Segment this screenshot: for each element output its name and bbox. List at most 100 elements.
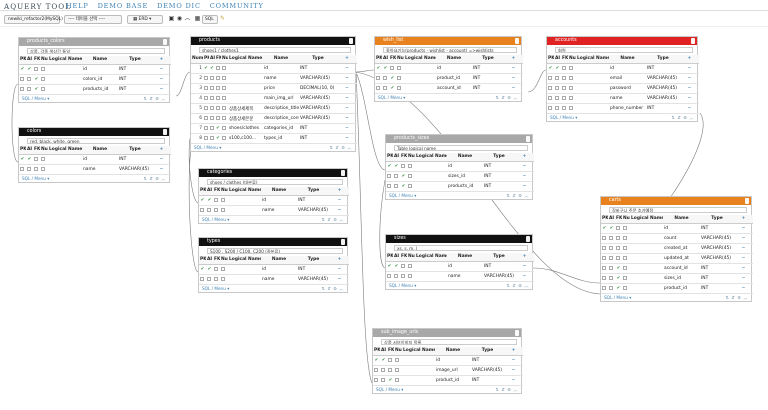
null-checkbox[interactable] [569,85,573,90]
remove-column-icon[interactable]: − [680,83,699,94]
null-checkbox[interactable] [569,65,573,70]
ai-checkbox[interactable] [609,245,613,250]
table-header[interactable]: products_colors [19,38,169,46]
table-categories[interactable]: categories shoes / clothes (대분류) PK AI F… [198,168,349,224]
logical-name-cell[interactable] [228,274,261,285]
column-name-cell[interactable]: product_id [435,375,471,386]
pk-checkbox[interactable] [204,95,208,100]
logical-name-cell[interactable] [228,83,263,94]
ai-checkbox[interactable] [555,75,559,80]
table-header[interactable]: categories [199,169,347,177]
row-tools-icons[interactable]: ⇅ ⇵ ⚙ ︿ [329,145,352,150]
remove-column-icon[interactable]: − [504,63,523,74]
table-header[interactable]: colors [19,128,169,136]
table-row[interactable]: ✔ account_id INT − [375,83,523,94]
null-checkbox[interactable] [222,115,226,120]
table-header[interactable]: products [191,37,355,45]
pk-checkbox[interactable] [548,95,552,100]
table-carts[interactable]: carts 장바구니 주문 추가예정 PK AI FK Null Logical… [600,196,753,302]
null-checkbox[interactable] [569,105,573,110]
fk-checkbox[interactable] [562,85,566,90]
table-row[interactable]: 2 name VARCHAR(45) − [191,73,357,84]
ai-check-icon[interactable]: ✔ [380,355,387,366]
menu-caret-icon[interactable]: ▾ [399,387,404,392]
add-column-icon[interactable]: + [330,186,349,196]
column-type-cell[interactable]: VARCHAR(45) [646,73,680,84]
table-comment[interactable]: 상품 서브이미지 목록 [381,338,517,345]
column-name-cell[interactable]: id [82,64,118,75]
logical-name-cell[interactable] [228,205,261,216]
fk-checkbox[interactable] [562,65,566,70]
table-row[interactable]: 1 ✔ ✔ id INT − [191,63,357,74]
fk-check-icon[interactable]: ✔ [615,273,622,284]
row-tools-icons[interactable]: ⇅ ⇵ ⚙ ︿ [671,115,694,120]
table-row[interactable]: ✔ ✔ id INT − [199,264,349,275]
table-row[interactable]: 3 price DECIMAL(10, 0) − [191,83,357,94]
sql-menu-link[interactable]: SQL / Menu [550,115,574,120]
column-type-cell[interactable]: INT [299,123,337,134]
menu-caret-icon[interactable]: ▾ [573,115,578,120]
table-comment[interactable]: 상품, 각종 색상간 통일 [27,47,165,54]
column-name-cell[interactable]: account_id [663,263,700,274]
column-type-cell[interactable]: INT [646,103,680,114]
add-column-icon[interactable]: + [152,55,171,65]
table-select[interactable]: ---- 테이블 선택 ---- [64,15,122,24]
sql-menu-link[interactable]: SQL / Menu [22,96,46,101]
remove-column-icon[interactable]: − [330,205,349,216]
column-name-cell[interactable]: id [447,261,483,272]
table-row[interactable]: ✔ product_id INT − [601,283,753,294]
logical-name-cell[interactable] [404,73,436,84]
table-header[interactable]: sub_image_urls [373,329,521,337]
row-tools-icons[interactable]: ⇅ ⇵ ⚙ ︿ [495,387,518,392]
table-products-colors[interactable]: products_colors 상품, 각종 색상간 통일 PK AI FK N… [18,37,171,103]
table-comment[interactable]: Table logical name [394,144,528,151]
column-type-cell[interactable]: VARCHAR(45) [297,205,330,216]
table-row[interactable]: updated_at VARCHAR(45) − [601,253,753,264]
ai-check-icon[interactable]: ✔ [608,223,615,234]
logical-name-cell[interactable] [228,63,263,74]
logical-name-cell[interactable] [630,223,663,234]
fk-check-icon[interactable]: ✔ [400,181,407,192]
pk-check-icon[interactable]: ✔ [203,63,209,74]
column-type-cell[interactable]: VARCHAR(45) [646,93,680,104]
ai-checkbox[interactable] [609,285,613,290]
ai-checkbox[interactable] [210,105,214,110]
column-name-cell[interactable]: updated_at [663,253,700,264]
table-row[interactable]: image_url VARCHAR(45) − [373,365,523,376]
remove-column-icon[interactable]: − [152,154,171,165]
nav-help[interactable]: HELP [66,1,89,10]
fk-checkbox[interactable] [390,65,394,70]
pk-check-icon[interactable]: ✔ [19,64,26,75]
row-tools-icons[interactable]: ⇅ ⇵ ⚙ ︿ [321,286,344,291]
table-row[interactable]: ✔ account_id INT − [601,263,753,274]
trash-icon[interactable] [341,239,345,245]
trash-icon[interactable] [515,330,519,336]
null-checkbox[interactable] [221,207,225,212]
table-comment[interactable]: shoes / clothes (대분류) [207,178,343,185]
pk-check-icon[interactable]: ✔ [386,261,393,272]
save-icon[interactable]: ▣ [168,15,175,22]
pk-checkbox[interactable] [204,105,208,110]
remove-column-icon[interactable]: − [680,63,699,74]
remove-column-icon[interactable]: − [337,123,357,134]
ai-checkbox[interactable] [394,183,398,188]
pk-checkbox[interactable] [200,276,204,281]
add-column-icon[interactable]: + [504,346,523,356]
pencil-icon[interactable]: ✎ [219,15,226,22]
table-comment[interactable]: red, black, white, green [27,137,165,144]
table-row[interactable]: ✔ ✔ id INT − [373,355,523,366]
trash-icon[interactable] [341,170,345,176]
column-type-cell[interactable]: VARCHAR(45) [297,274,330,285]
fk-checkbox[interactable] [562,105,566,110]
ai-checkbox[interactable] [27,166,31,171]
pk-checkbox[interactable] [204,135,208,140]
row-tools-icons[interactable]: ⇅ ⇵ ⚙ ︿ [506,283,529,288]
ai-check-icon[interactable]: ✔ [206,195,213,206]
table-comment[interactable]: 회원 [555,46,693,53]
menu-caret-icon[interactable]: ▾ [225,286,230,291]
column-type-cell[interactable]: DECIMAL(10, 0) [299,83,337,94]
fk-checkbox[interactable] [388,367,392,372]
nav-demo-base[interactable]: DEMO BASE [97,1,149,10]
table-row[interactable]: 7 ✔ shoes/clothes categories_id INT − [191,123,357,134]
ai-checkbox[interactable] [609,275,613,280]
